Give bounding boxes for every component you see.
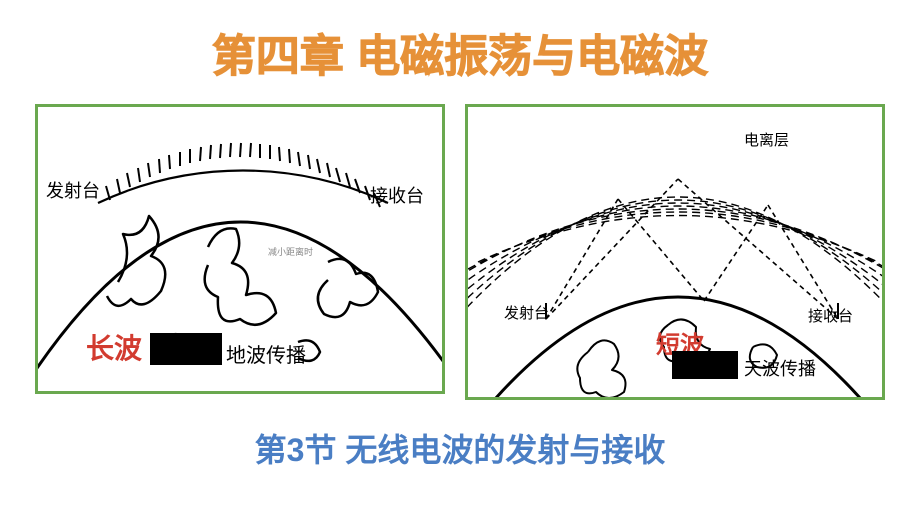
sw-ionosphere-label: 电离层 xyxy=(744,129,789,150)
panel-long-wave: 发射台 接收台 减小距离时 长波 地波传播 xyxy=(35,104,445,394)
lw-transmitter-label: 发射台 xyxy=(46,177,100,203)
lw-wave-label: 长波 xyxy=(86,327,142,367)
chapter-title: 第四章 电磁振荡与电磁波 xyxy=(212,20,708,84)
lw-blackbox xyxy=(150,333,222,365)
sw-caption: 天波传播 xyxy=(744,355,816,381)
panel-short-wave: 电离层 发射台 接收台 短波 天波传播 xyxy=(465,104,885,400)
sw-transmitter-label: 发射台 xyxy=(504,302,549,323)
sw-blackbox xyxy=(672,351,738,379)
diagram-row: 发射台 接收台 减小距离时 长波 地波传播 xyxy=(0,104,920,400)
sw-receiver-label: 接收台 xyxy=(808,305,853,326)
lw-caption: 地波传播 xyxy=(226,339,306,368)
lw-watermark: 减小距离时 xyxy=(268,245,313,258)
lw-receiver-label: 接收台 xyxy=(370,182,424,208)
section-subtitle: 第3节 无线电波的发射与接收 xyxy=(255,425,666,471)
